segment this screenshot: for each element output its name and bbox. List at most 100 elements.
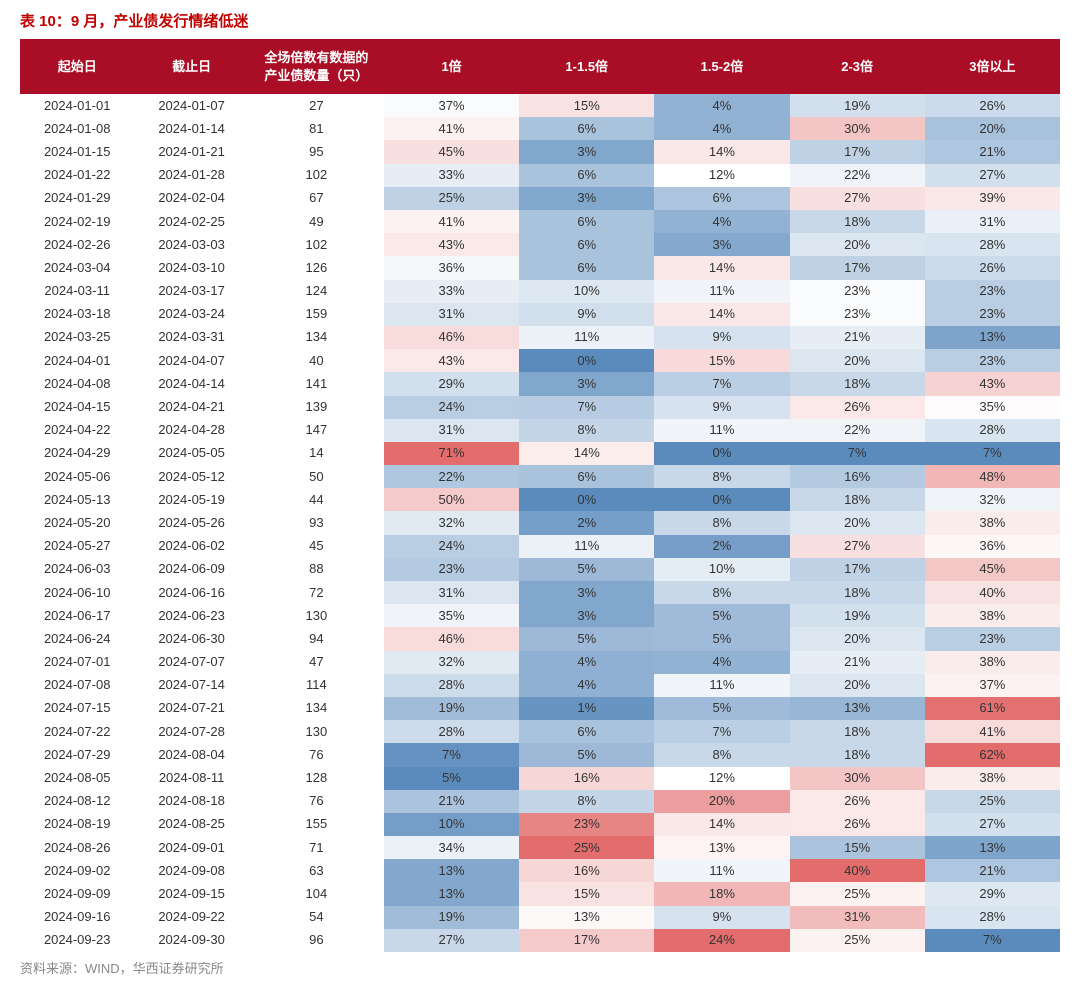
column-header: 1.5-2倍 [654, 39, 789, 94]
cell-end-date: 2024-04-21 [134, 396, 248, 419]
table-row: 2024-04-082024-04-1414129%3%7%18%43% [20, 372, 1060, 395]
cell-percent: 28% [925, 419, 1060, 442]
cell-start-date: 2024-01-29 [20, 187, 134, 210]
cell-percent: 10% [519, 280, 654, 303]
cell-start-date: 2024-08-26 [20, 836, 134, 859]
cell-percent: 27% [925, 813, 1060, 836]
cell-end-date: 2024-08-11 [134, 767, 248, 790]
table-row: 2024-03-112024-03-1712433%10%11%23%23% [20, 280, 1060, 303]
cell-count: 76 [249, 790, 384, 813]
cell-percent: 2% [654, 535, 789, 558]
cell-percent: 33% [384, 280, 519, 303]
table-row: 2024-07-222024-07-2813028%6%7%18%41% [20, 720, 1060, 743]
cell-count: 134 [249, 326, 384, 349]
cell-percent: 12% [654, 767, 789, 790]
table-row: 2024-02-262024-03-0310243%6%3%20%28% [20, 233, 1060, 256]
cell-percent: 6% [654, 187, 789, 210]
cell-percent: 46% [384, 627, 519, 650]
cell-percent: 20% [790, 349, 925, 372]
cell-percent: 7% [519, 396, 654, 419]
cell-percent: 38% [925, 511, 1060, 534]
cell-percent: 13% [925, 326, 1060, 349]
table-row: 2024-08-262024-09-017134%25%13%15%13% [20, 836, 1060, 859]
cell-end-date: 2024-03-31 [134, 326, 248, 349]
cell-end-date: 2024-04-14 [134, 372, 248, 395]
cell-percent: 0% [519, 349, 654, 372]
column-header: 1-1.5倍 [519, 39, 654, 94]
cell-count: 81 [249, 117, 384, 140]
cell-start-date: 2024-04-29 [20, 442, 134, 465]
cell-percent: 16% [519, 859, 654, 882]
cell-start-date: 2024-01-08 [20, 117, 134, 140]
cell-percent: 5% [519, 558, 654, 581]
cell-percent: 3% [519, 604, 654, 627]
cell-start-date: 2024-07-01 [20, 651, 134, 674]
cell-percent: 41% [925, 720, 1060, 743]
cell-percent: 20% [925, 117, 1060, 140]
cell-percent: 4% [654, 117, 789, 140]
table-row: 2024-05-272024-06-024524%11%2%27%36% [20, 535, 1060, 558]
cell-percent: 5% [654, 604, 789, 627]
cell-percent: 34% [384, 836, 519, 859]
cell-percent: 14% [654, 813, 789, 836]
cell-end-date: 2024-08-25 [134, 813, 248, 836]
cell-percent: 1% [519, 697, 654, 720]
cell-end-date: 2024-03-10 [134, 256, 248, 279]
cell-percent: 11% [519, 326, 654, 349]
cell-percent: 4% [654, 651, 789, 674]
cell-end-date: 2024-07-07 [134, 651, 248, 674]
cell-percent: 28% [925, 233, 1060, 256]
table-row: 2024-01-292024-02-046725%3%6%27%39% [20, 187, 1060, 210]
cell-start-date: 2024-02-26 [20, 233, 134, 256]
table-row: 2024-06-172024-06-2313035%3%5%19%38% [20, 604, 1060, 627]
table-row: 2024-08-192024-08-2515510%23%14%26%27% [20, 813, 1060, 836]
cell-percent: 25% [790, 882, 925, 905]
cell-end-date: 2024-03-17 [134, 280, 248, 303]
cell-count: 130 [249, 720, 384, 743]
cell-count: 139 [249, 396, 384, 419]
cell-percent: 24% [654, 929, 789, 952]
cell-percent: 11% [654, 419, 789, 442]
cell-percent: 14% [654, 256, 789, 279]
column-header: 1倍 [384, 39, 519, 94]
table-row: 2024-09-162024-09-225419%13%9%31%28% [20, 906, 1060, 929]
cell-percent: 14% [519, 442, 654, 465]
cell-percent: 20% [790, 674, 925, 697]
cell-percent: 27% [925, 164, 1060, 187]
cell-percent: 6% [519, 233, 654, 256]
cell-percent: 20% [790, 511, 925, 534]
cell-percent: 13% [384, 882, 519, 905]
cell-percent: 11% [654, 859, 789, 882]
cell-count: 63 [249, 859, 384, 882]
cell-percent: 26% [925, 256, 1060, 279]
cell-start-date: 2024-06-10 [20, 581, 134, 604]
cell-start-date: 2024-06-17 [20, 604, 134, 627]
cell-percent: 17% [790, 256, 925, 279]
cell-percent: 18% [790, 210, 925, 233]
cell-count: 72 [249, 581, 384, 604]
cell-end-date: 2024-09-30 [134, 929, 248, 952]
cell-end-date: 2024-08-04 [134, 743, 248, 766]
cell-start-date: 2024-01-01 [20, 94, 134, 117]
cell-percent: 23% [925, 627, 1060, 650]
cell-end-date: 2024-01-14 [134, 117, 248, 140]
cell-count: 44 [249, 488, 384, 511]
cell-percent: 18% [790, 720, 925, 743]
cell-percent: 27% [384, 929, 519, 952]
cell-percent: 6% [519, 720, 654, 743]
cell-percent: 7% [790, 442, 925, 465]
cell-percent: 35% [925, 396, 1060, 419]
column-header: 截止日 [134, 39, 248, 94]
cell-percent: 21% [384, 790, 519, 813]
cell-percent: 27% [790, 535, 925, 558]
table-row: 2024-03-182024-03-2415931%9%14%23%23% [20, 303, 1060, 326]
cell-percent: 9% [654, 396, 789, 419]
cell-percent: 12% [654, 164, 789, 187]
cell-percent: 21% [925, 859, 1060, 882]
cell-end-date: 2024-07-28 [134, 720, 248, 743]
cell-percent: 22% [790, 164, 925, 187]
cell-percent: 22% [384, 465, 519, 488]
cell-percent: 29% [384, 372, 519, 395]
cell-percent: 11% [654, 280, 789, 303]
table-row: 2024-09-092024-09-1510413%15%18%25%29% [20, 882, 1060, 905]
